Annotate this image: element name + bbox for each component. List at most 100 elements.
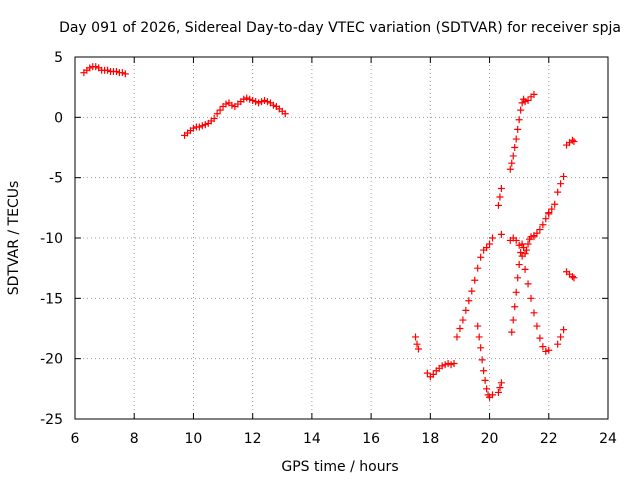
data-point: [478, 356, 486, 364]
data-point: [477, 344, 485, 352]
chart-title: Day 091 of 2026, Sidereal Day-to-day VTE…: [59, 20, 621, 36]
data-point: [496, 384, 504, 392]
data-point: [121, 70, 129, 78]
data-point: [570, 274, 578, 282]
data-point: [515, 241, 523, 249]
data-point: [524, 240, 532, 248]
data-point: [506, 165, 514, 173]
data-point: [509, 152, 517, 160]
data-point: [104, 66, 112, 74]
grid-lines: [75, 57, 608, 419]
series-arc7: [494, 379, 505, 396]
data-point: [261, 96, 269, 104]
data-point: [447, 361, 455, 369]
data-point: [222, 100, 230, 108]
data-point: [527, 294, 535, 302]
data-point: [450, 359, 458, 367]
data-point: [509, 316, 517, 324]
data-point: [557, 333, 565, 341]
data-point: [195, 123, 203, 131]
y-tick-label: -20: [40, 352, 63, 368]
series-arc2: [181, 94, 289, 139]
data-point: [542, 215, 550, 223]
data-point: [216, 106, 224, 114]
data-point: [515, 116, 523, 124]
data-point: [496, 193, 504, 201]
series-arc11: [508, 232, 538, 336]
x-tick-label: 14: [303, 431, 321, 447]
data-point: [412, 333, 420, 341]
data-point: [517, 248, 525, 256]
x-tick-label: 20: [481, 431, 499, 447]
data-point: [444, 359, 452, 367]
data-point: [560, 172, 568, 180]
series-arc4: [423, 359, 458, 381]
data-point: [198, 122, 206, 130]
data-point: [481, 376, 489, 384]
x-tick-label: 10: [185, 431, 203, 447]
y-tick-label: -5: [49, 171, 63, 187]
series-arc6: [474, 322, 497, 401]
data-point: [483, 385, 491, 393]
data-point: [456, 325, 464, 332]
plot-frame: [74, 56, 609, 420]
series-arc17: [563, 136, 578, 149]
data-point: [118, 69, 126, 77]
x-tick-label: 12: [244, 431, 262, 447]
data-point: [263, 98, 271, 106]
data-point: [518, 240, 526, 248]
data-point: [539, 343, 547, 351]
data-point: [459, 316, 467, 324]
data-point: [551, 200, 559, 208]
data-point: [497, 185, 505, 193]
data-point: [524, 280, 532, 288]
data-point: [523, 246, 531, 254]
data-point: [530, 90, 538, 98]
y-tick-label: 0: [54, 110, 63, 126]
data-point: [554, 340, 562, 348]
axis-ticks: 6 8 10 12 14 16 18 20 22 24 5 0 -5 -10 -15 -20 -25: [40, 50, 617, 447]
data-point: [554, 188, 562, 196]
series-arc8: [494, 185, 505, 209]
y-tick-label: 5: [54, 50, 63, 66]
data-point: [512, 135, 520, 143]
data-point: [475, 333, 483, 341]
data-point: [521, 265, 529, 273]
series-arc16: [554, 326, 568, 348]
data-point: [243, 94, 251, 102]
data-point: [517, 106, 525, 114]
series-arc13: [506, 90, 538, 173]
y-tick-label: -10: [40, 231, 63, 247]
data-point: [533, 229, 541, 237]
data-point: [210, 115, 218, 123]
data-point: [414, 345, 422, 353]
y-axis-label: SDTVAR / TECUs: [6, 181, 22, 296]
data-point: [518, 99, 526, 107]
data-point: [489, 391, 497, 399]
data-point: [557, 180, 565, 188]
data-point: [568, 273, 576, 281]
x-tick-label: 16: [362, 431, 380, 447]
data-point: [494, 388, 502, 396]
data-point: [269, 101, 277, 109]
x-tick-label: 18: [421, 431, 439, 447]
data-point: [545, 210, 553, 218]
data-point: [413, 340, 421, 348]
series-arc1: [80, 63, 129, 78]
data-point: [530, 309, 538, 317]
data-point: [112, 67, 120, 75]
data-point: [438, 362, 446, 370]
data-point: [570, 137, 578, 145]
data-point: [521, 250, 529, 258]
data-point: [213, 110, 221, 118]
data-point: [521, 98, 529, 106]
data-point: [477, 253, 485, 261]
data-point: [483, 244, 491, 252]
series-arc14: [545, 200, 559, 218]
data-point: [512, 288, 520, 296]
data-point: [249, 96, 257, 104]
data-point: [530, 233, 538, 241]
data-point: [512, 236, 520, 244]
data-point: [508, 159, 516, 167]
data-point: [497, 379, 505, 387]
